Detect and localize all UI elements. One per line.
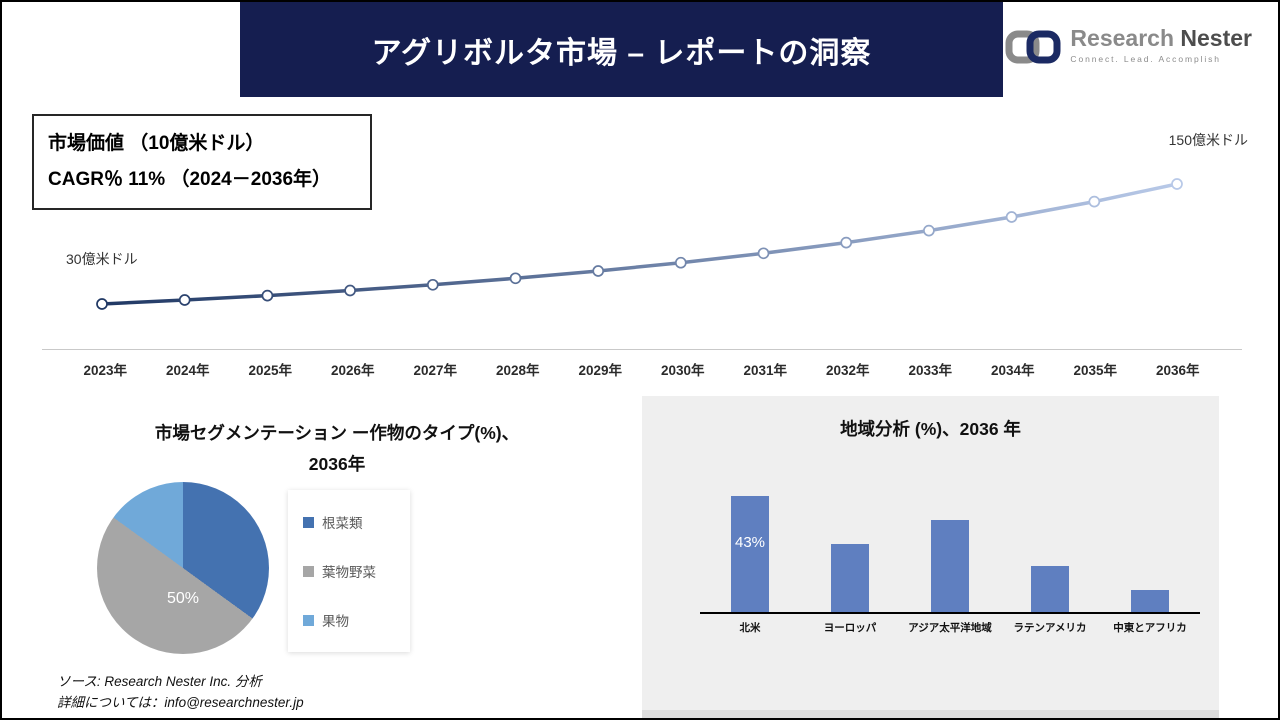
data-point-marker-3	[344, 284, 356, 297]
panel-bottom-strip	[642, 710, 1219, 718]
market-value-line-chart	[96, 178, 1183, 310]
market-value-trend-line	[101, 182, 1178, 306]
data-point-marker-0	[96, 298, 108, 310]
x-axis-label-8: 2031年	[743, 363, 788, 378]
bar-column-0: 43%	[700, 494, 800, 612]
pie-title-line1: 市場セグメンテーション ー作物のタイプ(%)、	[154, 423, 520, 443]
title-banner: アグリボルタ市場 – レポートの洞察	[240, 2, 1003, 97]
source-note: ソース: Research Nester Inc. 分析 詳細については：inf…	[57, 672, 304, 714]
bar-chart-title: 地域分析 (%)、2036 年	[840, 419, 1021, 439]
bar-column-2	[900, 494, 1000, 612]
cagr-label: CAGR％ 11% （2024－2036年）	[48, 169, 332, 191]
pie-legend: 根菜類 葉物野菜 果物	[288, 490, 410, 652]
page-title: アグリボルタ市場 – レポートの洞察	[371, 36, 872, 70]
chain-link-icon	[1005, 30, 1061, 64]
x-axis-label-6: 2029年	[578, 363, 623, 378]
data-point-marker-7	[674, 256, 687, 269]
bar-category-label-1: ヨーロッパ	[823, 622, 877, 634]
pie-chart-title: 市場セグメンテーション ー作物のタイプ(%)、 2036年	[72, 418, 602, 479]
x-axis-label-3: 2026年	[330, 363, 375, 378]
data-point-marker-10	[923, 224, 935, 237]
market-value-box: 市場価値 （10億米ドル） CAGR％ 11% （2024－2036年）	[32, 114, 372, 211]
logo-tagline: Connect. Lead. Accomplish	[1070, 54, 1221, 65]
x-axis-label-9: 2032年	[825, 363, 870, 378]
line-end-value-label: 150億米ドル	[1168, 132, 1248, 148]
legend-label: 葉物野菜	[322, 565, 376, 580]
research-nester-logo: Research Nester Connect. Lead. Accomplis…	[1005, 25, 1252, 68]
legend-swatch-icon	[303, 516, 314, 528]
source-line: ソース: Research Nester Inc. 分析	[57, 674, 262, 689]
x-axis-label-1: 2024年	[165, 363, 210, 378]
data-point-marker-13	[1171, 178, 1183, 190]
x-axis-label-0: 2023年	[83, 363, 128, 378]
data-point-marker-4	[426, 278, 439, 291]
data-point-marker-1	[178, 294, 191, 306]
legend-item-0: 根菜類	[303, 512, 395, 532]
pie-title-line2: 2036年	[308, 453, 366, 474]
contact-line: 詳細については：info@researchnester.jp	[57, 694, 304, 710]
x-axis-label-4: 2027年	[413, 363, 458, 378]
bar-column-1	[800, 494, 900, 612]
crop-type-pie-chart: 50%	[97, 482, 269, 654]
regional-bar-chart: 43%	[700, 494, 1200, 612]
legend-item-1: 葉物野菜	[303, 561, 395, 581]
data-point-marker-8	[757, 247, 770, 260]
legend-swatch-icon	[303, 565, 314, 577]
x-axis-labels: 2023年 2024年 2025年 2026年 2027年 2028年 2029年 2030年…	[64, 359, 1219, 379]
bar-region-4	[1131, 590, 1169, 612]
bar-region-2	[931, 520, 969, 612]
data-point-marker-11	[1005, 211, 1018, 223]
x-axis-line	[42, 349, 1242, 350]
x-axis-label-7: 2030年	[660, 363, 705, 378]
bar-category-label-3: ラテンアメリカ	[1013, 622, 1087, 634]
x-axis-label-10: 2033年	[908, 363, 953, 378]
data-point-marker-5	[509, 272, 522, 285]
regional-analysis-panel: 地域分析 (%)、2036 年 43% 北米 ヨーロッパ アジア太平洋地域 ラテンアメ…	[642, 396, 1219, 718]
legend-label: 根菜類	[322, 516, 363, 531]
bar-region-3	[1031, 566, 1069, 612]
legend-item-2: 果物	[303, 610, 395, 630]
bar-category-labels: 北米 ヨーロッパ アジア太平洋地域 ラテンアメリカ 中東とアフリカ	[700, 620, 1200, 635]
x-axis-label-2: 2025年	[248, 363, 293, 378]
x-axis-label-11: 2034年	[990, 363, 1035, 378]
x-axis-label-13: 2036年	[1155, 363, 1200, 378]
bar-chart-axis-line	[700, 612, 1200, 614]
logo-name-nester: Nester	[1180, 25, 1252, 51]
bar-region-0: 43%	[731, 496, 769, 612]
logo-name: Research Nester	[1070, 25, 1252, 51]
data-point-marker-6	[592, 265, 605, 277]
bar-column-3	[1000, 494, 1100, 612]
legend-label: 果物	[322, 614, 349, 629]
data-point-marker-12	[1088, 195, 1101, 208]
data-point-marker-2	[261, 289, 274, 302]
logo-name-research: Research	[1070, 25, 1181, 51]
bar-category-label-2: アジア太平洋地域	[908, 622, 992, 634]
bar-column-4	[1100, 494, 1200, 612]
logo-text: Research Nester Connect. Lead. Accomplis…	[1070, 25, 1252, 65]
line-start-value-label: 30億米ドル	[66, 251, 138, 267]
bar-region-1	[831, 544, 869, 612]
legend-swatch-icon	[303, 614, 314, 626]
bar-category-label-0: 北米	[739, 622, 761, 634]
x-axis-label-5: 2028年	[495, 363, 540, 378]
market-value-label: 市場価値 （10億米ドル）	[48, 133, 265, 154]
bar-category-label-4: 中東とアフリカ	[1113, 622, 1187, 634]
data-point-marker-9	[840, 236, 853, 249]
pie-slice-label: 50%	[166, 589, 200, 607]
bar-data-label: 43%	[734, 534, 766, 551]
x-axis-label-12: 2035年	[1073, 363, 1118, 378]
